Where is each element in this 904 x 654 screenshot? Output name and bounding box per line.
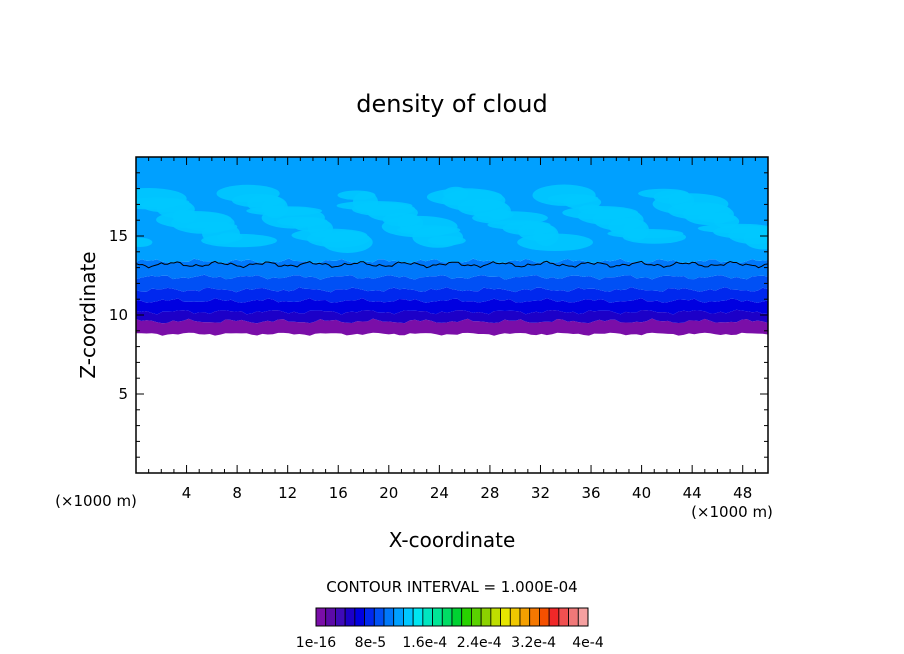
x-tick-label: 40 (632, 484, 651, 502)
colorbar-swatch (568, 607, 579, 627)
colorbar-swatch (325, 607, 336, 627)
plot-area (136, 157, 768, 473)
x-axis-label: X-coordinate (389, 528, 516, 552)
x-tick-label: 48 (733, 484, 752, 502)
bright-patch (517, 233, 593, 251)
colorbar-swatch (490, 607, 501, 627)
y-axis-label: Z-coordinate (76, 251, 100, 378)
x-tick-label: 12 (278, 484, 297, 502)
bright-patch (608, 217, 647, 236)
colorbar-swatch (509, 607, 521, 627)
colorbar-swatch (315, 607, 327, 627)
colorbar-label: 1.6e-4 (402, 635, 447, 651)
contour-interval-text: CONTOUR INTERVAL = 1.000E-04 (326, 578, 577, 596)
x-tick-label: 28 (480, 484, 499, 502)
bright-patch (172, 209, 198, 223)
colorbar-label: 3.2e-4 (511, 635, 556, 651)
bright-patch (668, 202, 732, 220)
x-tick-label: 16 (329, 484, 348, 502)
density-layer-4 (136, 287, 768, 303)
colorbar-swatch (461, 607, 472, 627)
bright-patch (443, 186, 469, 201)
bright-patch (136, 188, 187, 210)
bright-patch (412, 226, 464, 248)
contour-line (136, 260, 768, 269)
colorbar-swatch (383, 607, 395, 627)
x-tick-label: 8 (232, 484, 242, 502)
bright-patch (382, 213, 421, 227)
density-layer-6 (136, 258, 768, 280)
colorbar-swatch (519, 607, 531, 627)
x-axis-ticks: 4 8 12 16 20 24 28 32 36 40 44 48 (148, 157, 756, 502)
colorbar-label: 8e-5 (355, 635, 386, 651)
bright-patch (487, 220, 551, 230)
bright-patch (136, 237, 153, 247)
x-tick-label: 44 (683, 484, 702, 502)
density-layer-1 (136, 318, 768, 336)
colorbar-swatch (344, 607, 356, 627)
colorbar-frame (315, 607, 589, 627)
y-tick-label: 5 (118, 385, 128, 403)
x-tick-label: 36 (581, 484, 600, 502)
colorbar-labels: 1e-16 8e-5 1.6e-4 2.4e-4 3.2e-4 4e-4 (296, 635, 604, 651)
x-tick-label: 4 (182, 484, 192, 502)
bright-patch (697, 223, 768, 234)
bright-patch (202, 222, 240, 245)
colorbar-swatch (471, 607, 482, 627)
bright-patch (638, 188, 689, 199)
bright-patch (532, 184, 596, 206)
colorbar-swatch (422, 607, 433, 627)
bright-patch (261, 207, 325, 229)
y-axis-ticks: 5 10 15 (109, 172, 768, 458)
colorbar-swatch (500, 607, 511, 627)
colorbar-swatch (364, 607, 375, 627)
bright-patch (291, 228, 368, 242)
colorbar-swatch (451, 607, 463, 627)
colorbar-label: 1e-16 (296, 635, 336, 651)
x-unit-right: (×1000 m) (691, 503, 773, 521)
x-unit-left: (×1000 m) (55, 492, 137, 510)
density-layer-3 (136, 298, 768, 315)
y-tick-label: 10 (109, 306, 128, 324)
density-layer-2 (136, 309, 768, 324)
colorbar-swatch (480, 607, 492, 627)
colorbar-swatch (354, 607, 365, 627)
colorbar-label: 4e-4 (572, 635, 604, 651)
colorbar-swatch (548, 607, 560, 627)
colorbar-swatch (335, 607, 346, 627)
colorbar-swatch (432, 607, 443, 627)
colorbar-swatch (441, 607, 453, 627)
bright-patch (352, 191, 379, 213)
colorbar-swatch (539, 607, 550, 627)
y-tick-label: 15 (109, 227, 128, 245)
density-layer-5 (136, 274, 768, 293)
colorbar-swatch (403, 607, 414, 627)
x-tick-label: 20 (379, 484, 398, 502)
colorbar-swatch (529, 607, 540, 627)
colorbar (315, 607, 589, 627)
high-density-region (136, 184, 768, 253)
bright-patch (578, 204, 604, 214)
chart-title: density of cloud (356, 90, 547, 118)
x-tick-label: 32 (531, 484, 550, 502)
bright-patch (231, 193, 283, 208)
colorbar-swatch (393, 607, 404, 627)
colorbar-label: 2.4e-4 (457, 635, 502, 651)
x-tick-label: 24 (430, 484, 449, 502)
bright-patch (457, 198, 509, 217)
colorbar-swatch (558, 607, 569, 627)
colorbar-swatch (412, 607, 424, 627)
colorbar-swatch (373, 607, 385, 627)
colorbar-swatch (577, 607, 589, 627)
